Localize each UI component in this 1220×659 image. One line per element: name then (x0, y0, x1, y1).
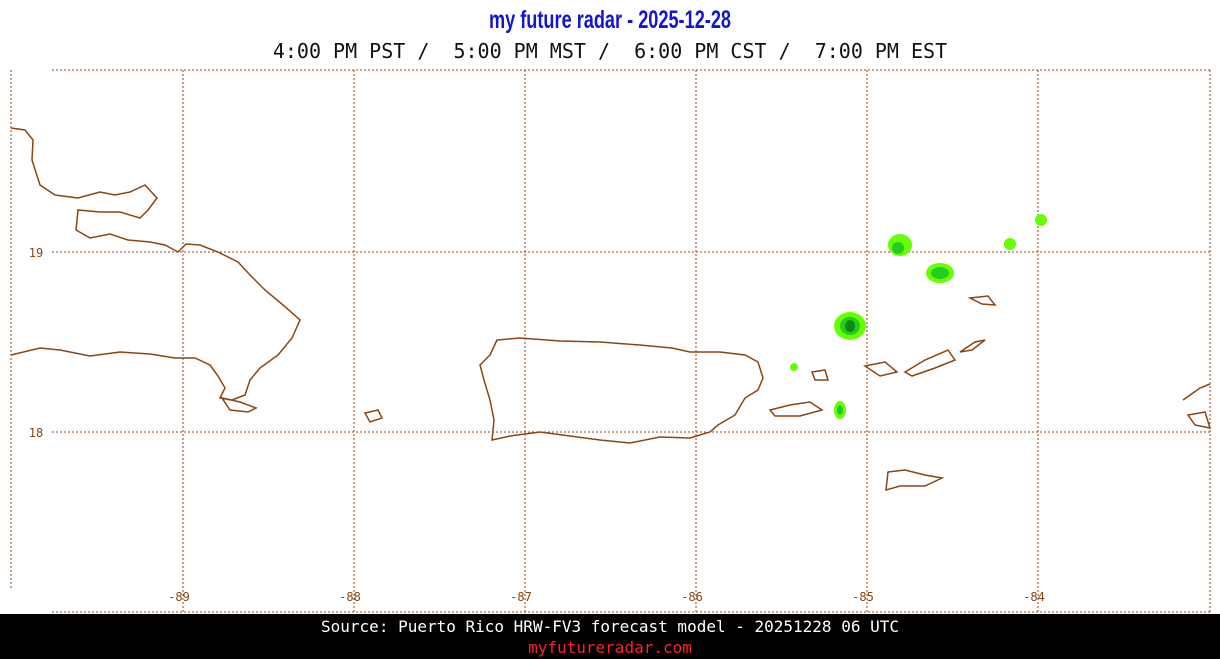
longitude-label: -86 (681, 590, 703, 604)
longitude-label: -84 (1023, 590, 1045, 604)
longitude-label: -88 (339, 590, 361, 604)
frame (10, 69, 1211, 613)
longitude-label: -87 (510, 590, 532, 604)
longitude-label: -85 (852, 590, 874, 604)
latitude-label: 19 (29, 246, 43, 260)
latitude-label: 18 (29, 426, 43, 440)
subtitle: 4:00 PM PST / 5:00 PM MST / 6:00 PM CST … (273, 39, 947, 63)
longitude-label: -89 (168, 590, 190, 604)
graticule: -89 -88 -87 -86 -85 -84 19 18 (29, 70, 1210, 612)
radar-echoes (790, 214, 1047, 419)
site-link[interactable]: myfutureradar.com (528, 638, 692, 657)
footer-band (0, 614, 1220, 659)
source-text: Source: Puerto Rico HRW-FV3 forecast mod… (321, 617, 899, 636)
title: my future radar - 2025-12-28 (489, 6, 731, 34)
coastlines (10, 127, 1212, 492)
